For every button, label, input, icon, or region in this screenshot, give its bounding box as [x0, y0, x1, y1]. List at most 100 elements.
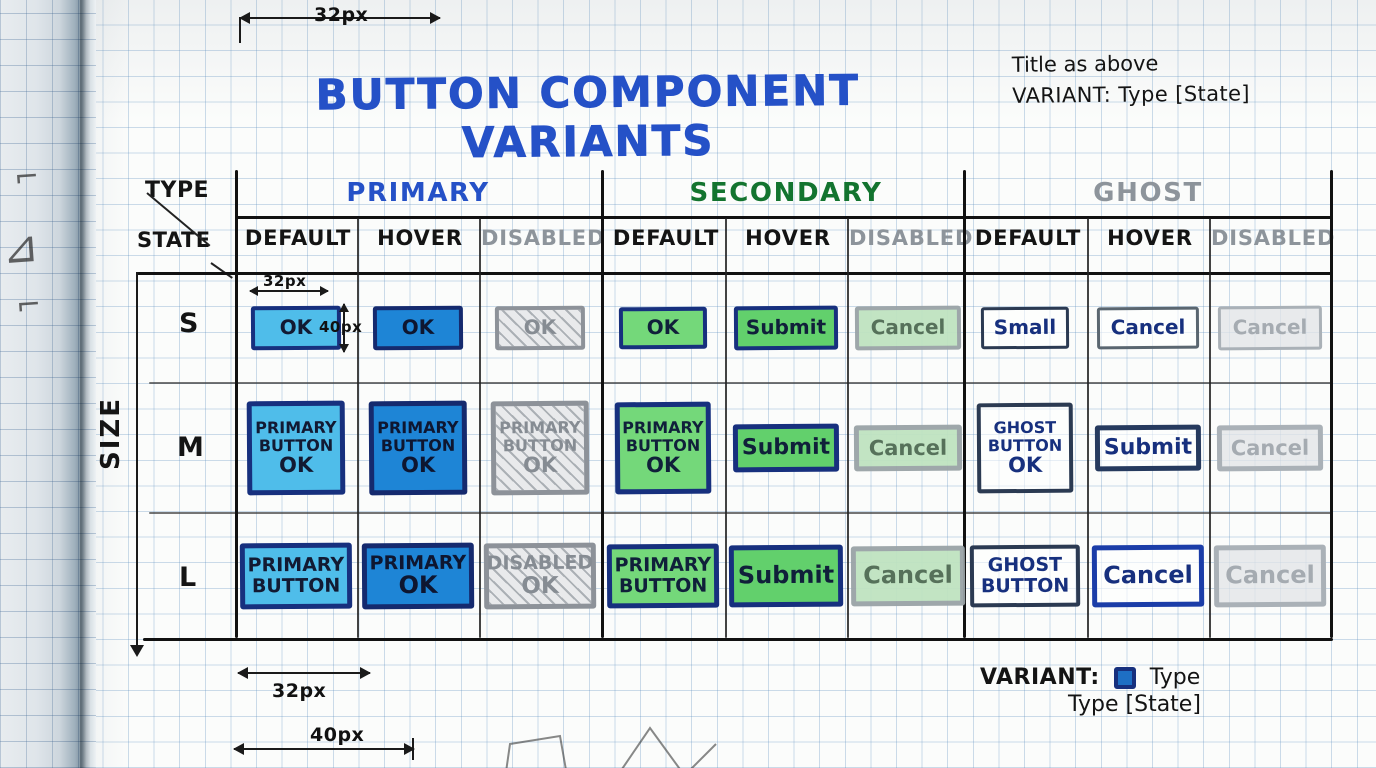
divider-ghost-hover-disabled — [1209, 218, 1211, 638]
state-header-secondary-disabled: DISABLED — [849, 226, 974, 250]
note-line-1: Title as above — [1011, 51, 1159, 77]
button-primary-default-m[interactable]: PRIMARY BUTTON OK — [246, 400, 346, 496]
cell-m-primary-hover[interactable]: PRIMARY BUTTON OK — [357, 384, 479, 512]
bottom-height-label: 40px — [310, 724, 365, 746]
cell-l-secondary-default[interactable]: PRIMARY BUTTON — [601, 514, 725, 638]
button-primary-default-l[interactable]: PRIMARY BUTTON — [239, 542, 353, 610]
button-secondary-disabled-l: Cancel — [850, 545, 966, 607]
state-header-secondary-default: DEFAULT — [612, 226, 720, 250]
button-ghost-hover-m[interactable]: Submit — [1094, 424, 1202, 472]
button-label-line-1: PRIMARY — [499, 418, 581, 438]
state-header-primary-default: DEFAULT — [244, 226, 352, 250]
cell-l-primary-hover[interactable]: PRIMARY OK — [357, 514, 479, 638]
bottom-width-label: 32px — [272, 680, 327, 702]
margin-scribble-arrow: ⊿ — [0, 220, 41, 275]
cell-s-ghost-hover[interactable]: Cancel — [1087, 274, 1209, 382]
button-label: Submit — [737, 560, 835, 590]
cell-l-ghost-hover[interactable]: Cancel — [1087, 514, 1209, 638]
rule-between-s-and-m — [149, 382, 1333, 384]
button-primary-hover-l[interactable]: PRIMARY OK — [361, 542, 475, 610]
button-label-line-1: PRIMARY — [377, 418, 459, 438]
divider-table-right — [1330, 170, 1333, 638]
size-row-label-l: L — [179, 562, 197, 593]
rule-under-type-headers — [235, 216, 1333, 219]
button-primary-hover-m[interactable]: PRIMARY BUTTON OK — [368, 400, 468, 496]
button-label-line-2: BUTTON — [625, 435, 701, 455]
button-label: Cancel — [863, 560, 953, 590]
cell-m-ghost-default[interactable]: GHOST BUTTON OK — [963, 384, 1087, 512]
cell-m-ghost-disabled: Cancel — [1209, 384, 1331, 512]
button-label-line-1: DISABLED — [486, 551, 594, 575]
cell-l-primary-disabled: DISABLED OK — [479, 514, 601, 638]
button-ghost-hover-l[interactable]: Cancel — [1091, 544, 1205, 608]
button-label-line-2: BUTTON — [251, 574, 341, 598]
button-ghost-default-s[interactable]: Small — [980, 306, 1070, 350]
cell-m-secondary-default[interactable]: PRIMARY BUTTON OK — [601, 384, 725, 512]
button-secondary-default-s[interactable]: OK — [618, 306, 708, 350]
divider-primary-default-hover — [357, 218, 359, 638]
button-label: OK — [523, 315, 557, 340]
cell-s-secondary-default[interactable]: OK — [601, 274, 725, 382]
type-header-secondary: SECONDARY — [689, 178, 883, 208]
cell-m-secondary-hover[interactable]: Submit — [725, 384, 847, 512]
variant-legend: VARIANT: Type Type [State] — [980, 665, 1201, 717]
type-header-ghost: GHOST — [1093, 178, 1203, 208]
axis-label-size: SIZE — [96, 396, 126, 470]
button-primary-disabled-s: OK — [494, 305, 586, 351]
note-line-2: VARIANT: Type [State] — [1012, 81, 1251, 108]
button-ghost-default-m[interactable]: GHOST BUTTON OK — [976, 402, 1074, 494]
top-dimension-label: 32px — [314, 4, 369, 26]
button-label: Submit — [745, 314, 827, 340]
cell-l-secondary-disabled: Cancel — [847, 514, 969, 638]
button-label: Cancel — [1232, 314, 1308, 340]
button-primary-hover-s[interactable]: OK — [372, 305, 464, 351]
button-label: Submit — [741, 434, 831, 461]
button-label-line-1: GHOST — [987, 554, 1063, 577]
state-header-primary-hover: HOVER — [377, 226, 463, 250]
cell-l-primary-default[interactable]: PRIMARY BUTTON — [235, 514, 357, 638]
button-label-line-2: BUTTON — [618, 574, 708, 598]
legend-swatch-text: Type — [1149, 665, 1201, 690]
cell-m-ghost-hover[interactable]: Submit — [1087, 384, 1209, 512]
legend-label: VARIANT: — [980, 665, 1100, 690]
button-label-line-1: PRIMARY — [255, 418, 337, 438]
button-secondary-hover-l[interactable]: Submit — [728, 544, 844, 608]
button-label: OK — [279, 315, 313, 340]
button-secondary-default-l[interactable]: PRIMARY BUTTON — [606, 543, 720, 609]
button-secondary-hover-s[interactable]: Submit — [733, 305, 839, 351]
cell-s-ghost-default[interactable]: Small — [963, 274, 1087, 382]
button-label: Cancel — [868, 435, 948, 460]
button-label-line-2: OK — [398, 571, 438, 600]
button-label-line-2: BUTTON — [502, 435, 578, 455]
axis-label-type: TYPE — [145, 178, 210, 203]
divider-primary-secondary — [601, 170, 604, 638]
button-secondary-default-m[interactable]: PRIMARY BUTTON OK — [614, 401, 712, 495]
button-label: Cancel — [1230, 435, 1310, 460]
button-label-line-3: OK — [522, 452, 558, 478]
cell-s-primary-hover[interactable]: OK — [357, 274, 479, 382]
button-secondary-hover-m[interactable]: Submit — [732, 423, 840, 473]
margin-scribble-tick: ⌐ — [12, 159, 41, 196]
cell-s-secondary-hover[interactable]: Submit — [725, 274, 847, 382]
button-label-line-1: GHOST — [993, 418, 1057, 438]
cell-s-ghost-disabled: Cancel — [1209, 274, 1331, 382]
cell-l-secondary-hover[interactable]: Submit — [725, 514, 847, 638]
button-ghost-hover-s[interactable]: Cancel — [1096, 306, 1200, 350]
axis-label-state: STATE — [137, 228, 211, 252]
divider-ghost-default-hover — [1087, 218, 1089, 638]
button-secondary-disabled-m: Cancel — [853, 424, 963, 472]
divider-secondary-ghost — [963, 170, 966, 638]
button-label: Cancel — [1110, 314, 1186, 340]
button-ghost-default-l[interactable]: GHOST BUTTON — [969, 544, 1081, 608]
margin-scribble-tick-2: ⌐ — [14, 287, 43, 324]
cell-l-ghost-default[interactable]: GHOST BUTTON — [963, 514, 1087, 638]
button-label-line-3: OK — [400, 452, 436, 478]
cell-m-primary-default[interactable]: PRIMARY BUTTON OK — [235, 384, 357, 512]
button-primary-disabled-l: DISABLED OK — [483, 542, 597, 610]
button-label-line-1: PRIMARY — [622, 418, 704, 438]
corner-divider-slash-2 — [210, 262, 233, 279]
s-width-label: 32px — [263, 272, 307, 290]
rule-under-state-headers — [137, 272, 1333, 275]
button-label-line-2: BUTTON — [987, 435, 1063, 455]
state-header-secondary-hover: HOVER — [745, 226, 831, 250]
